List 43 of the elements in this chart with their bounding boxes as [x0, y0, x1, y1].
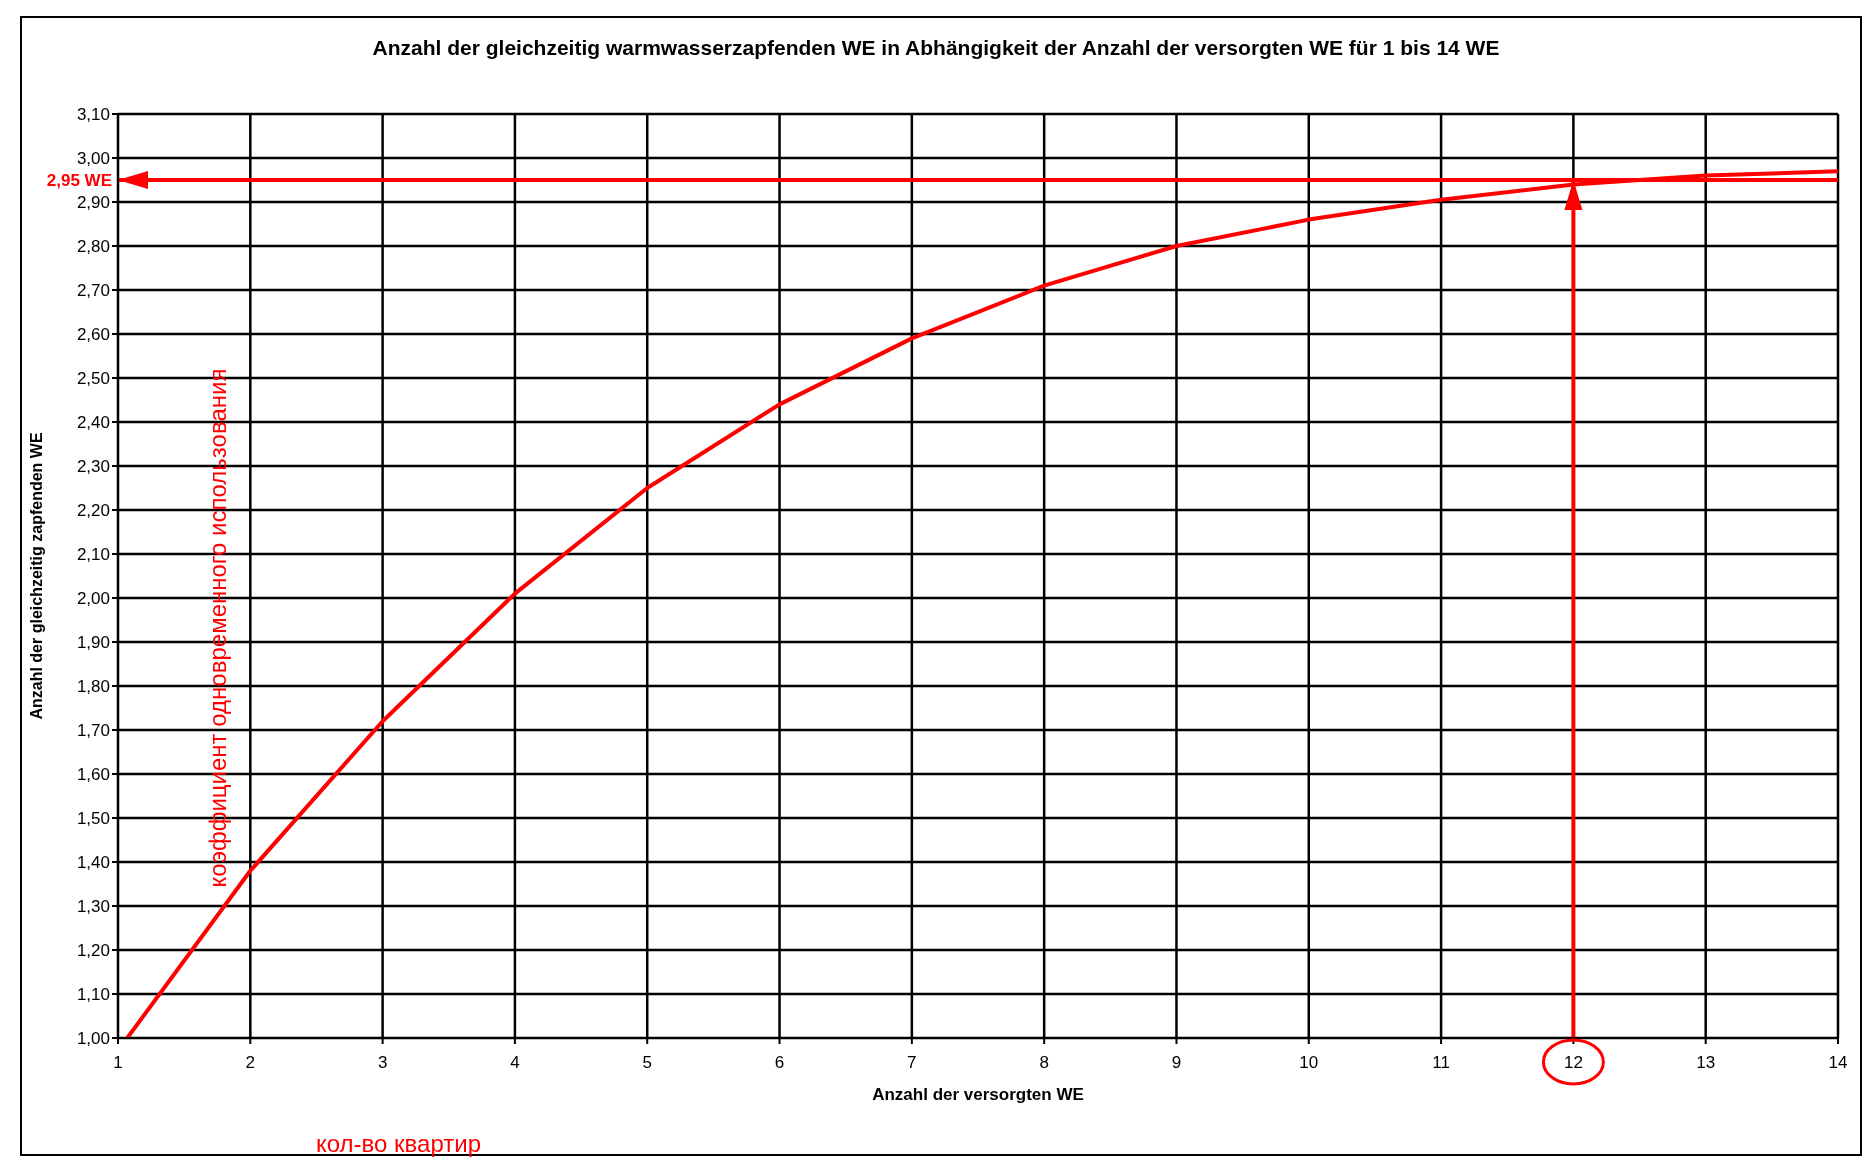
y-tick-label: 2,20: [76, 501, 110, 521]
x-tick-label: 6: [774, 1053, 785, 1072]
y-tick-label: 2,70: [76, 281, 110, 301]
y-tick-label: 2,40: [76, 413, 110, 433]
y-tick-label: 2,00: [76, 589, 110, 609]
y-tick-label: 2,30: [76, 457, 110, 477]
y-tick-label: 3,10: [76, 105, 110, 125]
y-tick-label: 1,10: [76, 985, 110, 1005]
x-tick-label: 1: [113, 1053, 123, 1072]
x-tick-label: 8: [1039, 1053, 1049, 1072]
y-tick-label: 1,80: [76, 677, 110, 697]
y-tick-label: 3,00: [76, 149, 110, 169]
y-tick-label: 1,40: [76, 853, 110, 873]
y-tick-label: 1,50: [76, 809, 110, 829]
y-tick-label: 1,20: [76, 941, 110, 961]
y-tick-label: 2,50: [76, 369, 110, 389]
x-tick-label: 2: [245, 1053, 256, 1072]
y-tick-label: 2,90: [76, 193, 110, 213]
y-tick-label: 1,60: [76, 765, 110, 785]
annotation: коэффициент одновременного использования: [204, 368, 232, 888]
y-tick-label: 1,00: [76, 1029, 110, 1049]
y-tick-label: 1,70: [76, 721, 110, 741]
y-tick-label: 2,80: [76, 237, 110, 257]
chart-title: Anzahl der gleichzeitig warmwasserzapfenden WE in Abhängigkeit der Anzahl der versorgten WE für 1 bis 14 WE: [371, 36, 1501, 60]
x-tick-label: 14: [1828, 1053, 1848, 1072]
x-axis-title: Anzahl der versorgten WE: [872, 1085, 1084, 1104]
line-series: [125, 169, 1838, 1038]
y-tick-label: 1,30: [76, 897, 110, 917]
x-tick-label: 5: [642, 1053, 652, 1072]
x-tick-label: 13: [1696, 1053, 1716, 1072]
x-tick-label: 11: [1432, 1053, 1450, 1072]
x-tick-label: 10: [1299, 1053, 1319, 1072]
x-tick-label: 7: [907, 1053, 917, 1072]
x-tick-label: 9: [1171, 1053, 1182, 1072]
text: кол-во квартир: [316, 1130, 481, 1158]
y-tick-label: 1,90: [76, 633, 110, 653]
y-axis-title: Anzahl der gleichzeitig zapfenden WE: [27, 432, 45, 720]
x-tick-label: 12: [1563, 1053, 1583, 1072]
x-tick-label: 3: [377, 1053, 388, 1072]
x-tick-label: 4: [510, 1053, 520, 1072]
ref-line-label: 2,95 WE: [46, 171, 112, 191]
y-tick-label: 2,10: [76, 545, 110, 565]
y-tick-label: 2,60: [76, 325, 110, 345]
